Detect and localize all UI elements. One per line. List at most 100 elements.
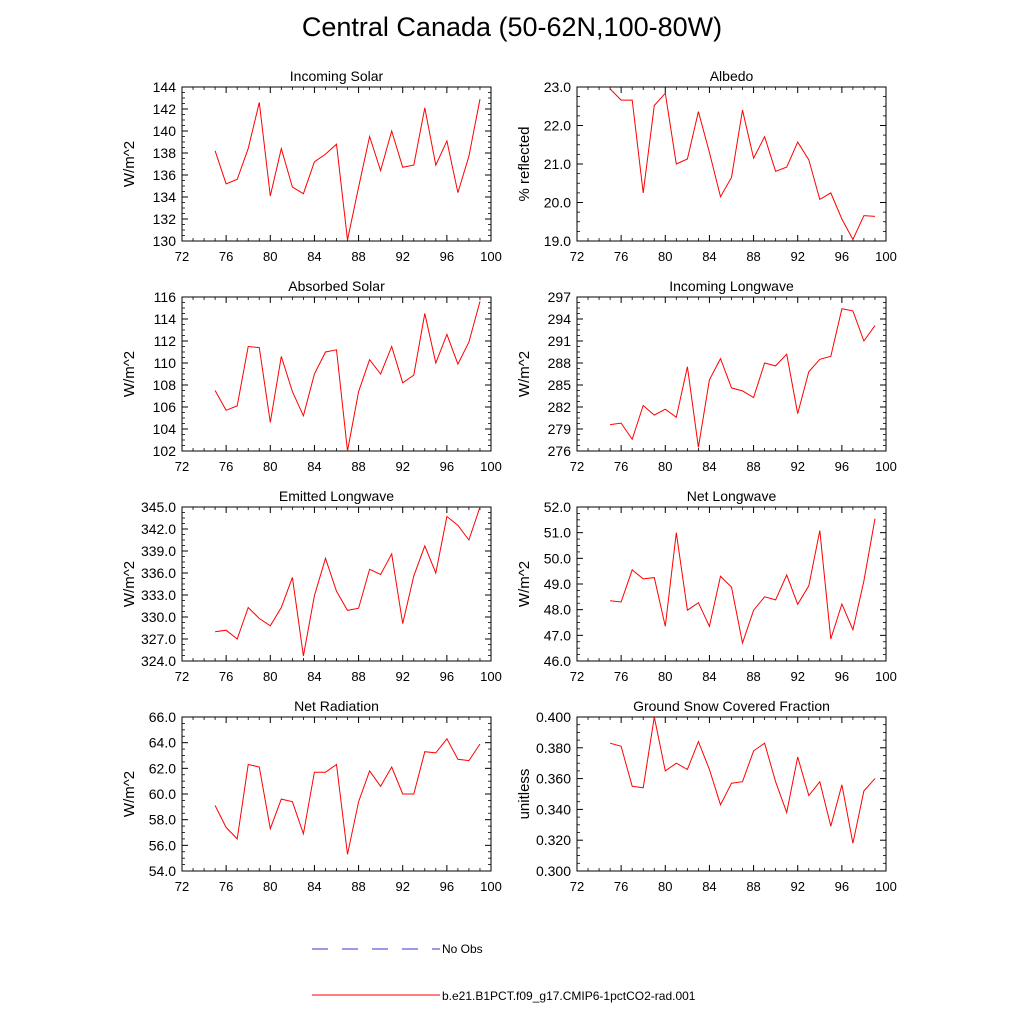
y-tick-label: 138 <box>153 145 177 161</box>
y-tick-label: 285 <box>548 377 572 393</box>
y-tick-label: 342.0 <box>141 521 176 537</box>
panel-title: Net Radiation <box>294 698 379 714</box>
y-axis-label: % reflected <box>516 126 533 201</box>
x-tick-label: 88 <box>351 459 365 474</box>
legend-obs-label: No Obs <box>442 942 483 956</box>
x-tick-label: 80 <box>263 669 277 684</box>
y-tick-label: 132 <box>153 211 177 227</box>
x-tick-label: 72 <box>175 879 189 894</box>
x-tick-label: 72 <box>570 879 584 894</box>
panel-title: Absorbed Solar <box>288 278 385 294</box>
figure-title: Central Canada (50-62N,100-80W) <box>301 12 723 42</box>
x-tick-label: 84 <box>307 669 321 684</box>
y-tick-label: 50.0 <box>544 550 571 566</box>
panel-title: Albedo <box>710 68 754 84</box>
x-tick-label: 72 <box>570 249 584 264</box>
y-tick-label: 20.0 <box>544 195 571 211</box>
y-tick-label: 345.0 <box>141 499 176 515</box>
x-tick-label: 92 <box>790 669 804 684</box>
x-tick-label: 84 <box>702 669 716 684</box>
x-tick-label: 84 <box>702 459 716 474</box>
y-tick-label: 294 <box>548 311 572 327</box>
x-tick-label: 100 <box>875 459 897 474</box>
x-tick-label: 80 <box>658 669 672 684</box>
y-tick-label: 51.0 <box>544 525 571 541</box>
y-tick-label: 47.0 <box>544 627 571 643</box>
x-tick-label: 72 <box>570 459 584 474</box>
x-tick-label: 100 <box>480 879 502 894</box>
x-tick-label: 88 <box>351 249 365 264</box>
legend-obs-line <box>312 948 440 950</box>
x-tick-label: 96 <box>835 249 849 264</box>
y-tick-label: 64.0 <box>149 735 176 751</box>
x-tick-label: 84 <box>702 249 716 264</box>
y-tick-label: 282 <box>548 399 572 415</box>
x-tick-label: 100 <box>480 669 502 684</box>
legend-model-line <box>312 994 440 996</box>
panel-5: Net Longwave 72 76 80 84 88 92 96 100 46.0 47.0 48.… <box>516 488 897 684</box>
y-tick-label: 327.0 <box>141 631 176 647</box>
y-tick-label: 324.0 <box>141 653 176 669</box>
y-axis-label: W/m^2 <box>121 351 138 397</box>
series-line <box>610 308 876 448</box>
panel-title: Emitted Longwave <box>279 488 394 504</box>
y-tick-label: 291 <box>548 333 572 349</box>
y-tick-label: 336.0 <box>141 565 176 581</box>
series-line <box>214 99 481 241</box>
y-tick-label: 112 <box>154 333 177 349</box>
y-tick-label: 0.400 <box>536 709 571 725</box>
y-tick-label: 54.0 <box>149 863 176 879</box>
y-tick-label: 140 <box>153 123 177 139</box>
y-tick-label: 0.360 <box>536 771 571 787</box>
series-line <box>609 716 876 844</box>
panel-3: Incoming Longwave 72 76 80 84 88 92 96 100 276 279… <box>516 278 897 474</box>
x-tick-label: 76 <box>614 249 628 264</box>
y-tick-label: 104 <box>153 421 177 437</box>
x-tick-label: 100 <box>480 249 502 264</box>
panel-1: Albedo 72 76 80 84 88 92 96 100 19.0 20.0 21.0 22.0 2… <box>516 68 897 264</box>
x-tick-label: 72 <box>175 249 189 264</box>
y-tick-label: 102 <box>153 443 177 459</box>
y-tick-label: 0.300 <box>536 863 571 879</box>
y-tick-label: 60.0 <box>149 786 176 802</box>
x-tick-label: 76 <box>219 669 233 684</box>
y-tick-label: 110 <box>154 355 177 371</box>
y-axis-label: W/m^2 <box>516 561 533 607</box>
y-tick-label: 297 <box>548 289 572 305</box>
y-tick-label: 58.0 <box>149 812 176 828</box>
x-tick-label: 100 <box>480 459 502 474</box>
x-tick-label: 76 <box>219 879 233 894</box>
x-tick-label: 96 <box>440 879 454 894</box>
y-tick-label: 339.0 <box>141 543 176 559</box>
y-tick-label: 66.0 <box>149 709 176 725</box>
y-tick-label: 330.0 <box>141 609 176 625</box>
y-tick-label: 288 <box>548 355 572 371</box>
y-tick-label: 142 <box>153 101 177 117</box>
y-tick-label: 48.0 <box>544 602 571 618</box>
x-tick-label: 80 <box>658 879 672 894</box>
x-tick-label: 96 <box>440 669 454 684</box>
y-tick-label: 52.0 <box>544 499 571 515</box>
x-tick-label: 84 <box>702 879 716 894</box>
panel-0: Incoming Solar 72 76 80 84 88 92 96 100 130 132 134… <box>121 68 502 264</box>
x-tick-label: 76 <box>614 669 628 684</box>
series-line <box>609 88 876 241</box>
x-tick-label: 76 <box>219 249 233 264</box>
x-tick-label: 76 <box>614 879 628 894</box>
panel-2: Absorbed Solar 72 76 80 84 88 92 96 100 102 104 106… <box>121 278 502 474</box>
y-tick-label: 0.320 <box>536 832 571 848</box>
x-tick-label: 76 <box>614 459 628 474</box>
y-tick-label: 333.0 <box>141 587 176 603</box>
x-tick-label: 88 <box>351 879 365 894</box>
panel-7: Ground Snow Covered Fraction 72 76 80 84 88 92… <box>516 698 897 894</box>
x-tick-label: 96 <box>440 249 454 264</box>
y-tick-label: 134 <box>153 189 177 205</box>
x-tick-label: 88 <box>746 669 760 684</box>
y-tick-label: 56.0 <box>149 837 176 853</box>
x-tick-label: 80 <box>263 459 277 474</box>
x-tick-label: 92 <box>790 459 804 474</box>
y-tick-label: 0.340 <box>536 801 571 817</box>
x-tick-label: 96 <box>835 879 849 894</box>
y-tick-label: 22.0 <box>544 118 571 134</box>
